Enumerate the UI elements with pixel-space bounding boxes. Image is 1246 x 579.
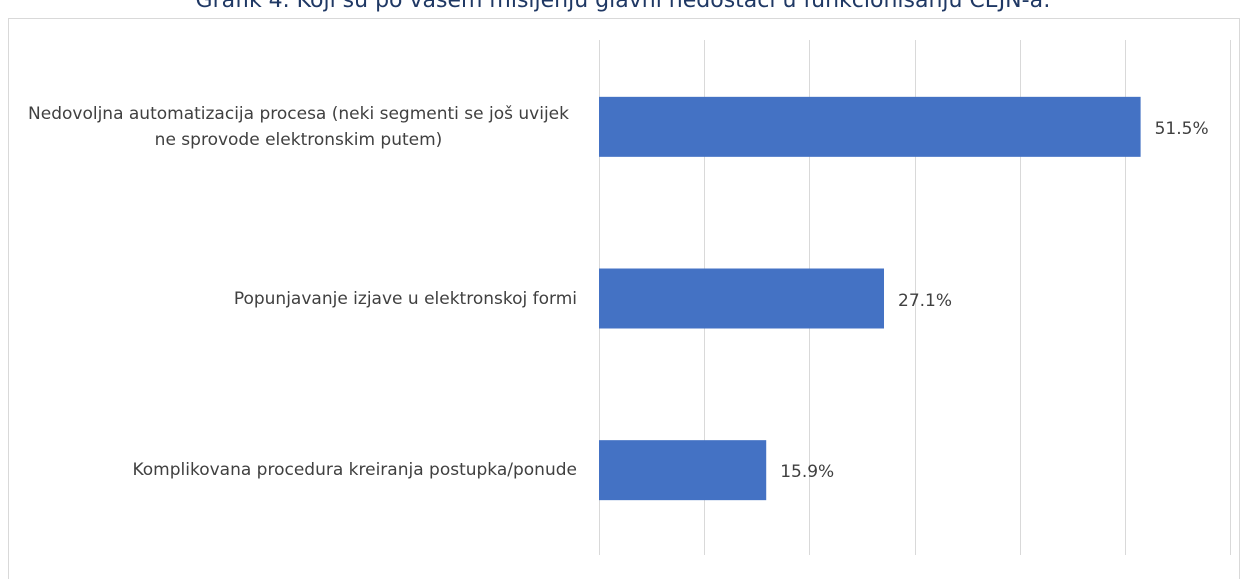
data-label: 15.9% xyxy=(780,462,834,482)
y-tick-label-text: Komplikovana procedura kreiranja postupk… xyxy=(132,460,577,481)
data-label: 27.1% xyxy=(898,291,952,311)
bar xyxy=(599,440,767,501)
y-tick-label: Komplikovana procedura kreiranja postupk… xyxy=(20,457,577,483)
data-label-text: 51.5% xyxy=(1154,118,1209,139)
bar xyxy=(599,268,885,329)
data-label-text: 27.1% xyxy=(898,290,953,311)
y-tick-label-text: Nedovoljna automatizacija procesa (neki … xyxy=(28,103,569,150)
data-label-text: 15.9% xyxy=(780,462,835,483)
y-tick-label: Popunjavanje izjave u elektronskoj formi xyxy=(20,286,577,312)
y-tick-label-text: Popunjavanje izjave u elektronskoj formi xyxy=(233,288,577,309)
chart-border xyxy=(8,18,1240,579)
chart-title: Grafik 4. Koji su po vašem mišljenju gla… xyxy=(195,0,1051,13)
y-tick-label: Nedovoljna automatizacija procesa (neki … xyxy=(20,101,577,153)
data-label: 51.5% xyxy=(1155,119,1209,139)
bar xyxy=(599,96,1141,157)
